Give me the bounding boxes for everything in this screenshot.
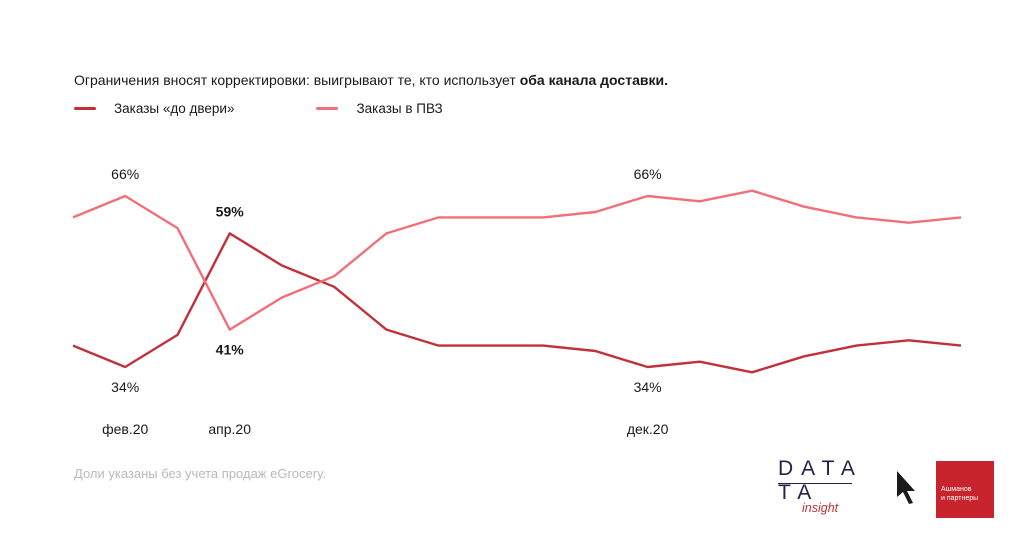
chart-title-regular: Ограничения вносят корректировки: выигры…	[74, 72, 520, 88]
chart-title-bold: оба канала доставки.	[519, 72, 668, 88]
footnote: Доли указаны без учета продаж eGrocery.	[74, 466, 327, 481]
chart-title: Ограничения вносят корректировки: выигры…	[74, 72, 668, 88]
x-tick-label: дек.20	[627, 421, 669, 437]
legend-label-pickup: Заказы в ПВЗ	[356, 101, 443, 116]
data-label-0: 66%	[111, 166, 139, 182]
series-line-0	[72, 232, 962, 374]
legend-swatch-pickup	[316, 107, 339, 110]
data-label-3: 41%	[216, 342, 245, 358]
chart-legend: Заказы «до двери» Заказы в ПВЗ	[74, 101, 443, 116]
data-label-4: 66%	[634, 166, 662, 182]
logo-data-line1: DATA	[778, 457, 863, 480]
data-label-5: 34%	[634, 379, 662, 395]
data-label-1: 34%	[111, 379, 139, 395]
legend-swatch-door	[74, 107, 96, 110]
x-tick-label: апр.20	[208, 421, 251, 437]
ashmanov-logo: Ашманов и партнеры	[936, 461, 994, 518]
logo-data-rule	[778, 483, 852, 484]
logo-ash-line2: и партнеры	[941, 495, 979, 502]
legend-item-pickup: Заказы в ПВЗ	[316, 101, 443, 116]
legend-item-door: Заказы «до двери»	[74, 101, 234, 116]
data-insight-logo: DATA TA insight	[778, 457, 863, 518]
logo-data-line2: TA	[778, 481, 820, 504]
legend-label-door: Заказы «до двери»	[114, 101, 235, 116]
logo-ash-line1: Ашманов	[941, 486, 972, 493]
cursor-logo-icon	[897, 471, 915, 504]
series-line-1	[72, 189, 962, 331]
x-tick-label: фев.20	[102, 421, 148, 437]
data-label-2: 59%	[216, 203, 245, 219]
logo-data-tagline: insight	[802, 501, 839, 515]
